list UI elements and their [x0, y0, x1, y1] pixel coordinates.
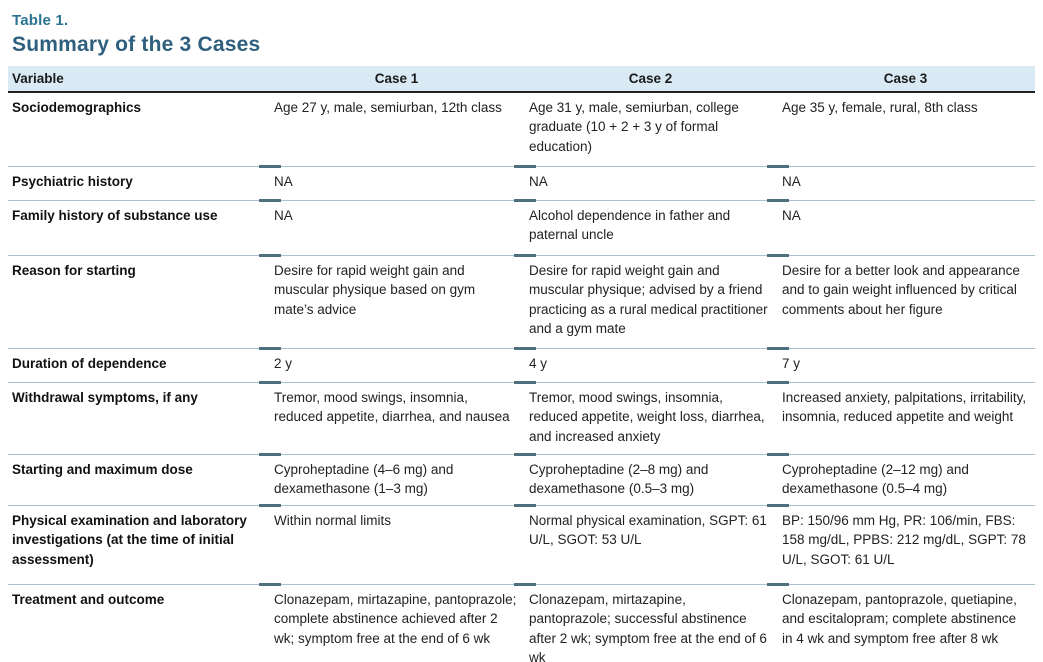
- cell-case-3: Clonazepam, pantoprazole, quetiapine, an…: [767, 583, 1035, 662]
- table-row: Sociodemographics Age 27 y, male, semiur…: [8, 93, 1035, 166]
- row-variable-label: Treatment and outcome: [8, 584, 270, 662]
- table-row: Starting and maximum dose Cyproheptadine…: [8, 453, 1035, 505]
- table-label: Table 1.: [12, 12, 69, 29]
- summary-table: Variable Case 1 Case 2 Case 3 Sociodemog…: [8, 66, 1035, 662]
- row-variable-label: Starting and maximum dose: [8, 454, 270, 505]
- cell-case-1: Desire for rapid weight gain and muscula…: [259, 254, 525, 348]
- column-header-case-3: Case 3: [778, 66, 1035, 93]
- row-variable-label: Withdrawal symptoms, if any: [8, 382, 270, 454]
- cell-case-2: Clonazepam, mirtazapine, pantoprazole; s…: [514, 583, 778, 662]
- row-variable-label: Physical examination and laboratory inve…: [8, 505, 270, 584]
- cell-case-1: 2 y: [259, 347, 525, 382]
- cell-case-2: NA: [514, 165, 778, 200]
- cell-case-2: Alcohol dependence in father and paterna…: [514, 199, 778, 255]
- cell-case-3: BP: 150/96 mm Hg, PR: 106/min, FBS: 158 …: [767, 504, 1035, 584]
- cell-case-3: Cyproheptadine (2–12 mg) and dexamethaso…: [767, 453, 1035, 505]
- cell-case-1: Clonazepam, mirtazapine, pantoprazole; c…: [259, 583, 525, 662]
- cell-case-1: NA: [259, 165, 525, 200]
- cell-case-3: NA: [767, 199, 1035, 255]
- column-header-variable: Variable: [8, 66, 270, 93]
- row-variable-label: Duration of dependence: [8, 348, 270, 382]
- cell-case-2: Normal physical examination, SGPT: 61 U/…: [514, 504, 778, 584]
- cell-case-1: Cyproheptadine (4–6 mg) and dexamethason…: [259, 453, 525, 505]
- table-row: Withdrawal symptoms, if any Tremor, mood…: [8, 381, 1035, 454]
- table-row: Duration of dependence 2 y 4 y 7 y: [8, 347, 1035, 382]
- column-header-case-2: Case 2: [525, 66, 778, 93]
- column-header-case-1: Case 1: [270, 66, 525, 93]
- cell-case-3: Desire for a better look and appearance …: [767, 254, 1035, 348]
- cell-case-3: Age 35 y, female, rural, 8th class: [782, 100, 978, 115]
- cell-case-1: Within normal limits: [259, 504, 525, 584]
- header-row: Variable Case 1 Case 2 Case 3: [8, 66, 1035, 93]
- row-variable-label: Sociodemographics: [12, 100, 142, 115]
- cell-case-1: Age 27 y, male, semiurban, 12th class: [274, 100, 502, 115]
- table-row: Treatment and outcome Clonazepam, mirtaz…: [8, 583, 1035, 662]
- table-row: Reason for starting Desire for rapid wei…: [8, 254, 1035, 348]
- cell-case-1: Tremor, mood swings, insomnia, reduced a…: [259, 381, 525, 454]
- table-row: Psychiatric history NA NA NA: [8, 165, 1035, 200]
- cell-case-2: Desire for rapid weight gain and muscula…: [514, 254, 778, 348]
- cell-case-2: Tremor, mood swings, insomnia, reduced a…: [514, 381, 778, 454]
- table-title: Summary of the 3 Cases: [12, 33, 261, 56]
- cell-case-3: Increased anxiety, palpitations, irritab…: [767, 381, 1035, 454]
- row-variable-label: Psychiatric history: [8, 166, 270, 200]
- cell-case-3: NA: [767, 165, 1035, 200]
- row-variable-label: Family history of substance use: [8, 200, 270, 255]
- table-row: Family history of substance use NA Alcoh…: [8, 199, 1035, 255]
- table-row: Physical examination and laboratory inve…: [8, 504, 1035, 584]
- cell-case-2: Cyproheptadine (2–8 mg) and dexamethason…: [514, 453, 778, 505]
- cell-case-2: Age 31 y, male, semiurban, college gradu…: [529, 100, 739, 154]
- cell-case-1: NA: [259, 199, 525, 255]
- cell-case-2: 4 y: [514, 347, 778, 382]
- cell-case-3: 7 y: [767, 347, 1035, 382]
- row-variable-label: Reason for starting: [8, 255, 270, 348]
